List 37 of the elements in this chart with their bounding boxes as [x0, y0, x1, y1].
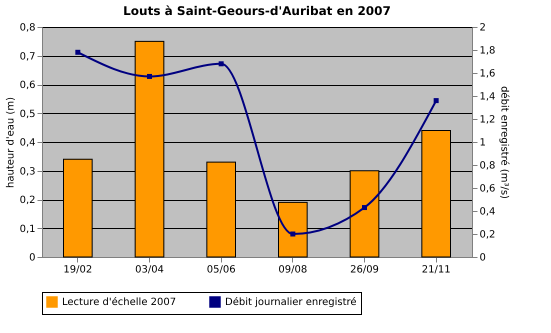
legend-label: Débit journalier enregistré: [225, 297, 357, 308]
y-tick-label: 0: [29, 252, 36, 264]
point: [434, 98, 439, 104]
y2-tick-label: 1,6: [480, 68, 496, 80]
y2-tick-label: 0: [480, 252, 486, 264]
y-tick-label: 0,5: [20, 108, 36, 120]
y-tick-label: 0,3: [20, 166, 36, 178]
x-tick-label: 21/11: [422, 264, 451, 276]
y2-tick-label: 2: [480, 22, 486, 34]
y2-tick-label: 1,2: [480, 114, 496, 126]
x-tick-label: 03/04: [135, 264, 164, 276]
legend-label: Lecture d'échelle 2007: [62, 297, 176, 308]
y2-tick-label: 0,8: [480, 160, 496, 172]
y2-tick-label: 1: [480, 138, 486, 148]
point: [75, 50, 80, 55]
y2-tick-label: 0,2: [480, 230, 496, 240]
y2-tick-label: 0,4: [480, 206, 496, 218]
y-tick-label: 0,2: [20, 195, 36, 206]
y-tick-label: 0,8: [20, 22, 36, 34]
y-tick-label: 0,1: [20, 224, 36, 235]
y2-tick-label: 1,4: [480, 92, 496, 102]
point: [362, 205, 367, 210]
x-tick-label: 09/08: [278, 264, 308, 276]
point: [218, 61, 224, 66]
point: [290, 232, 296, 236]
y2-tick-label: 0,6: [480, 184, 496, 194]
x-tick-label: 19/02: [63, 264, 92, 276]
y-tick-label: 0,7: [20, 51, 36, 62]
chart-title: Louts à Saint-Geours-d'Auribat en 2007: [123, 4, 391, 18]
point: [147, 74, 152, 79]
y-tick-label: 0,4: [20, 138, 36, 148]
x-tick-label: 26/09: [350, 264, 379, 276]
y2-axis-title: débit enregistré (m³/s): [498, 86, 510, 200]
x-tick-label: 05/06: [206, 264, 236, 276]
y2-tick-label: 1,8: [480, 46, 496, 56]
y-axis-title: hauteur d'eau (m): [6, 96, 17, 188]
y-tick-label: 0,6: [20, 80, 36, 91]
